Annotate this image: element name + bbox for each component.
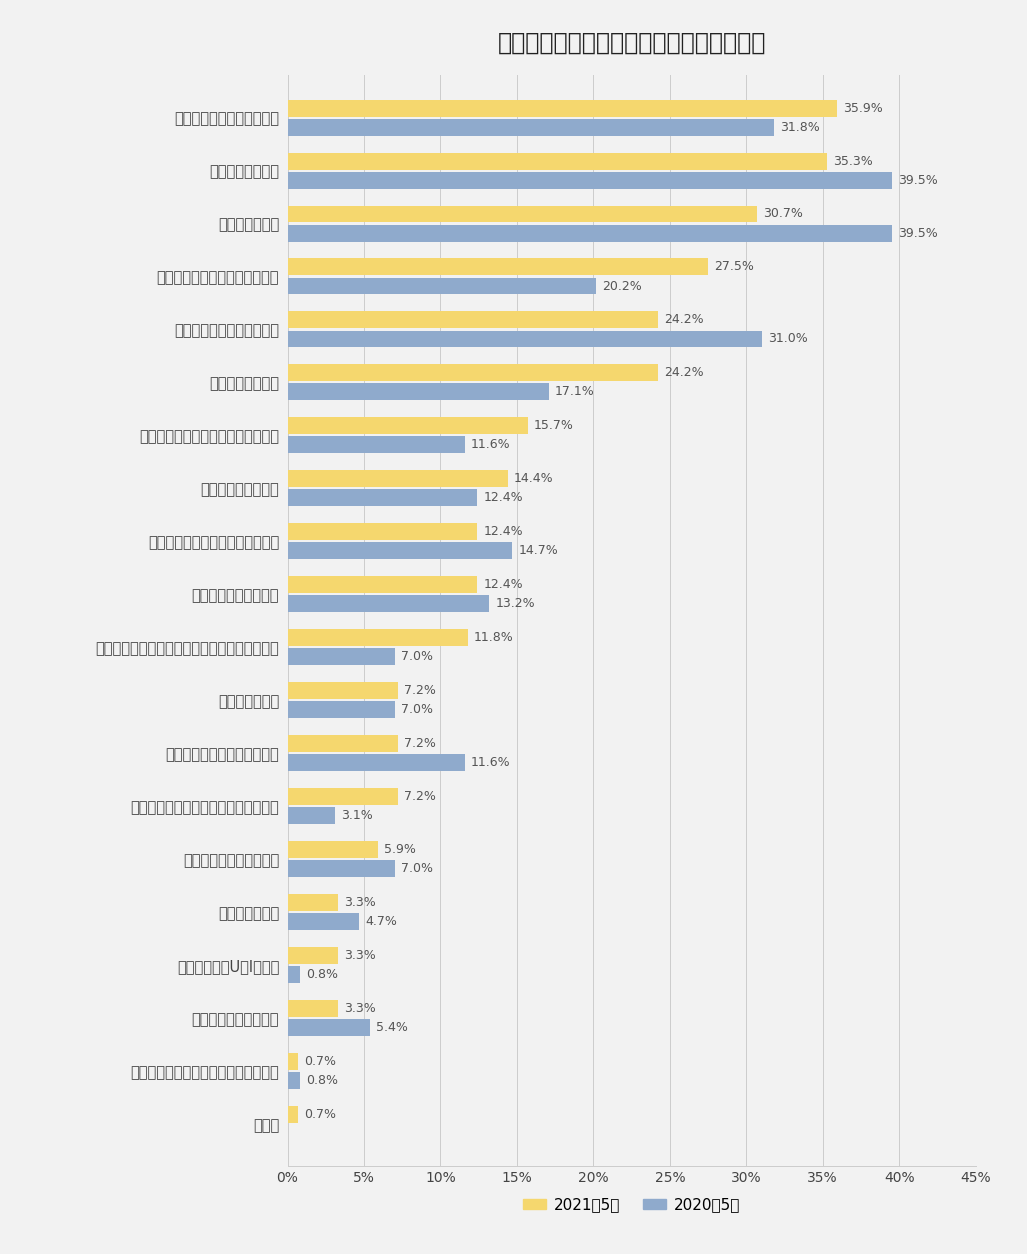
Text: 39.5%: 39.5% — [898, 227, 938, 240]
Text: 31.0%: 31.0% — [768, 332, 807, 346]
Bar — [288, 384, 549, 400]
Bar — [288, 470, 507, 488]
Bar — [288, 331, 762, 347]
Text: 12.4%: 12.4% — [484, 525, 523, 538]
Text: 27.5%: 27.5% — [714, 261, 754, 273]
Bar — [288, 1072, 300, 1088]
Text: 4.7%: 4.7% — [366, 915, 397, 928]
Bar — [288, 577, 478, 593]
Text: 3.3%: 3.3% — [344, 1002, 376, 1014]
Text: 13.2%: 13.2% — [495, 597, 535, 611]
Bar — [288, 947, 338, 964]
Text: 3.1%: 3.1% — [341, 809, 373, 823]
Bar — [288, 596, 490, 612]
Text: 12.4%: 12.4% — [484, 578, 523, 591]
Text: 11.8%: 11.8% — [474, 631, 514, 645]
Bar — [288, 119, 773, 135]
Bar — [288, 489, 478, 507]
Bar — [288, 206, 757, 222]
Text: 24.2%: 24.2% — [663, 314, 703, 326]
Text: 39.5%: 39.5% — [898, 173, 938, 187]
Bar — [288, 754, 465, 771]
Bar — [288, 841, 378, 858]
Text: 17.1%: 17.1% — [556, 385, 595, 399]
Text: 35.9%: 35.9% — [842, 102, 882, 114]
Bar — [288, 808, 335, 824]
Text: 3.3%: 3.3% — [344, 949, 376, 962]
Title: 新しい職場に求めること（３つまで選択）: 新しい職場に求めること（３つまで選択） — [497, 31, 766, 55]
Text: 31.8%: 31.8% — [779, 120, 820, 134]
Bar — [288, 966, 300, 983]
Text: 7.2%: 7.2% — [404, 685, 435, 697]
Bar — [288, 153, 828, 169]
Text: 12.4%: 12.4% — [484, 492, 523, 504]
Bar — [288, 99, 837, 117]
Text: 7.2%: 7.2% — [404, 790, 435, 803]
Bar — [288, 1106, 298, 1122]
Text: 7.2%: 7.2% — [404, 737, 435, 750]
Text: 24.2%: 24.2% — [663, 366, 703, 380]
Text: 35.3%: 35.3% — [834, 154, 873, 168]
Bar — [288, 860, 394, 877]
Text: 7.0%: 7.0% — [401, 703, 432, 716]
Text: 3.3%: 3.3% — [344, 895, 376, 909]
Text: 14.4%: 14.4% — [514, 473, 554, 485]
Text: 5.9%: 5.9% — [384, 843, 416, 856]
Bar — [288, 523, 478, 540]
Bar — [288, 436, 465, 454]
Bar — [288, 701, 394, 719]
Bar — [288, 224, 891, 242]
Legend: 2021年5月, 2020年5月: 2021年5月, 2020年5月 — [518, 1191, 746, 1219]
Text: 20.2%: 20.2% — [603, 280, 642, 292]
Bar — [288, 1053, 298, 1070]
Bar — [288, 894, 338, 910]
Bar — [288, 277, 597, 295]
Bar — [288, 648, 394, 665]
Text: 0.8%: 0.8% — [306, 1073, 338, 1087]
Text: 14.7%: 14.7% — [519, 544, 559, 557]
Bar — [288, 682, 397, 700]
Bar — [288, 365, 657, 381]
Text: 30.7%: 30.7% — [763, 207, 803, 221]
Bar — [288, 1020, 370, 1036]
Text: 11.6%: 11.6% — [471, 439, 510, 451]
Text: 11.6%: 11.6% — [471, 756, 510, 769]
Text: 0.7%: 0.7% — [304, 1107, 337, 1121]
Bar — [288, 542, 512, 559]
Text: 0.8%: 0.8% — [306, 968, 338, 981]
Bar — [288, 630, 468, 646]
Bar — [288, 258, 708, 276]
Bar — [288, 172, 891, 188]
Text: 0.7%: 0.7% — [304, 1055, 337, 1068]
Bar — [288, 735, 397, 752]
Text: 15.7%: 15.7% — [534, 419, 574, 433]
Text: 7.0%: 7.0% — [401, 861, 432, 875]
Bar — [288, 418, 528, 434]
Bar — [288, 788, 397, 805]
Bar — [288, 311, 657, 329]
Text: 5.4%: 5.4% — [376, 1021, 408, 1035]
Bar — [288, 913, 359, 930]
Bar — [288, 999, 338, 1017]
Text: 7.0%: 7.0% — [401, 651, 432, 663]
